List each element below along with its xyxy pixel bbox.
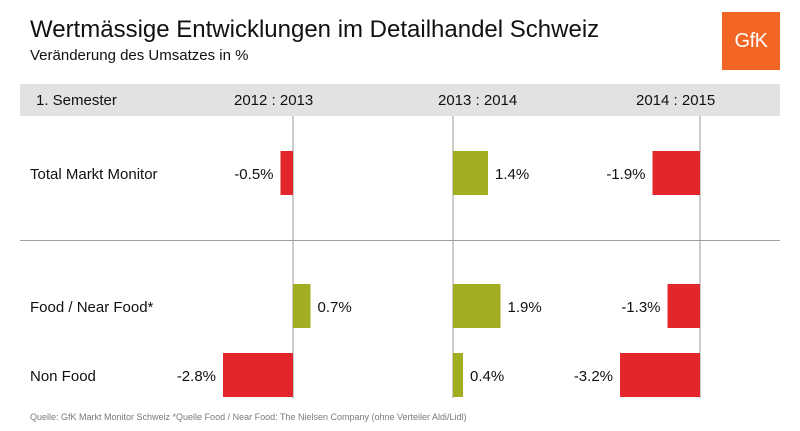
page-title: Wertmässige Entwicklungen im Detailhande… bbox=[30, 16, 600, 43]
value-label-total-markt-monitor-period-3: -1.9% bbox=[606, 166, 645, 183]
bar-non-food-period-1 bbox=[223, 353, 293, 397]
value-label-food-near-food-period-1: 0.7% bbox=[318, 299, 352, 316]
table-header-band bbox=[20, 84, 780, 116]
header-period-1: 2012 : 2013 bbox=[234, 92, 314, 109]
bar-food-near-food-period-2 bbox=[453, 284, 501, 328]
bar-total-markt-monitor-period-2 bbox=[453, 151, 488, 195]
header-period-2: 2013 : 2014 bbox=[438, 92, 518, 109]
page-subtitle: Veränderung des Umsatzes in % bbox=[30, 47, 249, 64]
bar-food-near-food-period-3 bbox=[667, 284, 700, 328]
bar-total-markt-monitor-period-1 bbox=[280, 151, 293, 195]
bar-total-markt-monitor-period-3 bbox=[652, 151, 700, 195]
value-label-total-markt-monitor-period-2: 1.4% bbox=[495, 166, 529, 183]
row-label-food-near-food: Food / Near Food* bbox=[30, 299, 154, 316]
value-label-food-near-food-period-3: -1.3% bbox=[621, 299, 660, 316]
gfk-logo: GfK bbox=[722, 12, 780, 70]
value-label-non-food-period-3: -3.2% bbox=[574, 368, 613, 385]
row-label-non-food: Non Food bbox=[30, 368, 96, 385]
gfk-logo-text: GfK bbox=[734, 29, 768, 52]
header-first-col: 1. Semester bbox=[36, 92, 117, 109]
row-label-total-markt-monitor: Total Markt Monitor bbox=[30, 166, 158, 183]
value-label-non-food-period-2: 0.4% bbox=[470, 368, 504, 385]
value-label-non-food-period-1: -2.8% bbox=[177, 368, 216, 385]
group-separator bbox=[20, 240, 780, 241]
source-footnote: Quelle: GfK Markt Monitor Schweiz *Quell… bbox=[30, 412, 467, 422]
bar-non-food-period-3 bbox=[620, 353, 700, 397]
header-period-3: 2014 : 2015 bbox=[636, 92, 716, 109]
bar-non-food-period-2 bbox=[453, 353, 463, 397]
bar-food-near-food-period-1 bbox=[293, 284, 311, 328]
value-label-food-near-food-period-2: 1.9% bbox=[508, 299, 542, 316]
value-label-total-markt-monitor-period-1: -0.5% bbox=[234, 166, 273, 183]
